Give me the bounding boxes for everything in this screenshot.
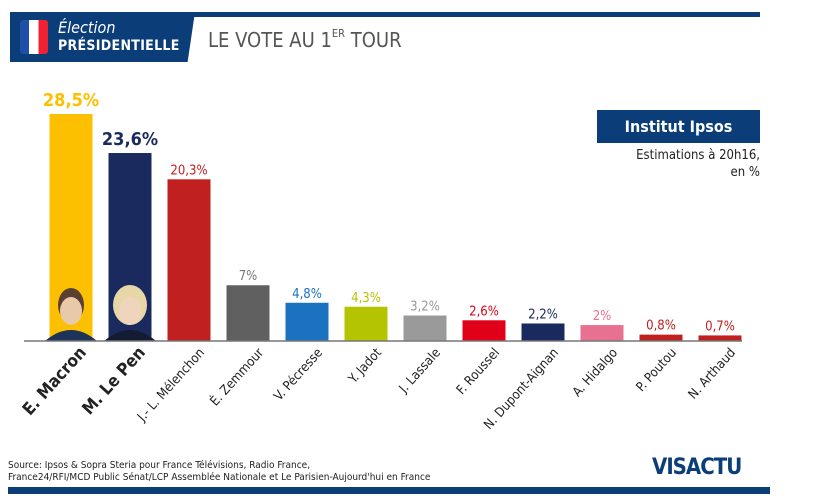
data-label: 4,8% [292, 287, 322, 302]
source-line2: France24/RFI/MCD Public Sénat/LCP Assemb… [8, 472, 431, 483]
page-title: LE VOTE AU 1ER TOUR [208, 27, 402, 52]
note-line1: Estimations à 20h16, [636, 148, 760, 163]
tick-label: P. Poutou [634, 346, 680, 395]
ballot-box-icon [20, 20, 48, 54]
bar [344, 306, 388, 341]
tick-label: M. Le Pen [78, 343, 149, 419]
data-label: 20,3% [170, 163, 207, 178]
bar [698, 335, 742, 341]
institute-label: Institut Ipsos [597, 110, 760, 143]
bar [167, 179, 211, 341]
data-label: 2,2% [528, 307, 558, 322]
source-text: Source: Ipsos & Sopra Steria pour France… [8, 460, 430, 484]
portrait-face [60, 297, 82, 325]
macron-photo [45, 330, 97, 341]
bar [462, 320, 506, 341]
lepen-photo [104, 330, 156, 341]
tick-label: J. Lassale [396, 346, 444, 397]
tick-label: A. Hidalgo [570, 346, 621, 400]
data-label: 7% [239, 269, 258, 284]
title-end: TOUR [345, 28, 402, 52]
bar [403, 315, 447, 341]
tick-label: N. Arthaud [686, 346, 739, 403]
tick-label: V. Pécresse [271, 346, 326, 404]
title-sup: ER [331, 27, 346, 40]
bar [285, 302, 329, 341]
data-label: 3,2% [410, 300, 440, 315]
portrait-face [119, 297, 141, 325]
header-bar [10, 12, 760, 17]
data-label: 2% [593, 309, 612, 324]
note-line2: en % [730, 165, 760, 180]
bar [580, 325, 624, 341]
data-label: 0,7% [705, 319, 735, 334]
data-label: 28,5% [43, 90, 99, 111]
bar [226, 285, 270, 341]
data-label: 0,8% [646, 319, 676, 334]
visactu-logo: VISACTU [652, 455, 742, 480]
footer-bar [8, 487, 770, 494]
tick-label: Y. Jadot [345, 345, 385, 387]
tick-label: F. Roussel [454, 346, 503, 398]
estimate-note: Estimations à 20h16, en % [636, 147, 760, 181]
bar [639, 334, 683, 341]
badge-line1: Élection [58, 18, 116, 37]
tick-label: É. Zemmour [207, 345, 267, 409]
bar [521, 323, 565, 341]
title-main: LE VOTE AU 1 [208, 28, 332, 52]
badge-line2: PRÉSIDENTIELLE [58, 38, 180, 54]
source-line1: Source: Ipsos & Sopra Steria pour France… [8, 460, 311, 471]
data-label: 2,6% [469, 304, 499, 319]
data-label: 23,6% [102, 129, 158, 150]
data-label: 4,3% [351, 291, 381, 306]
